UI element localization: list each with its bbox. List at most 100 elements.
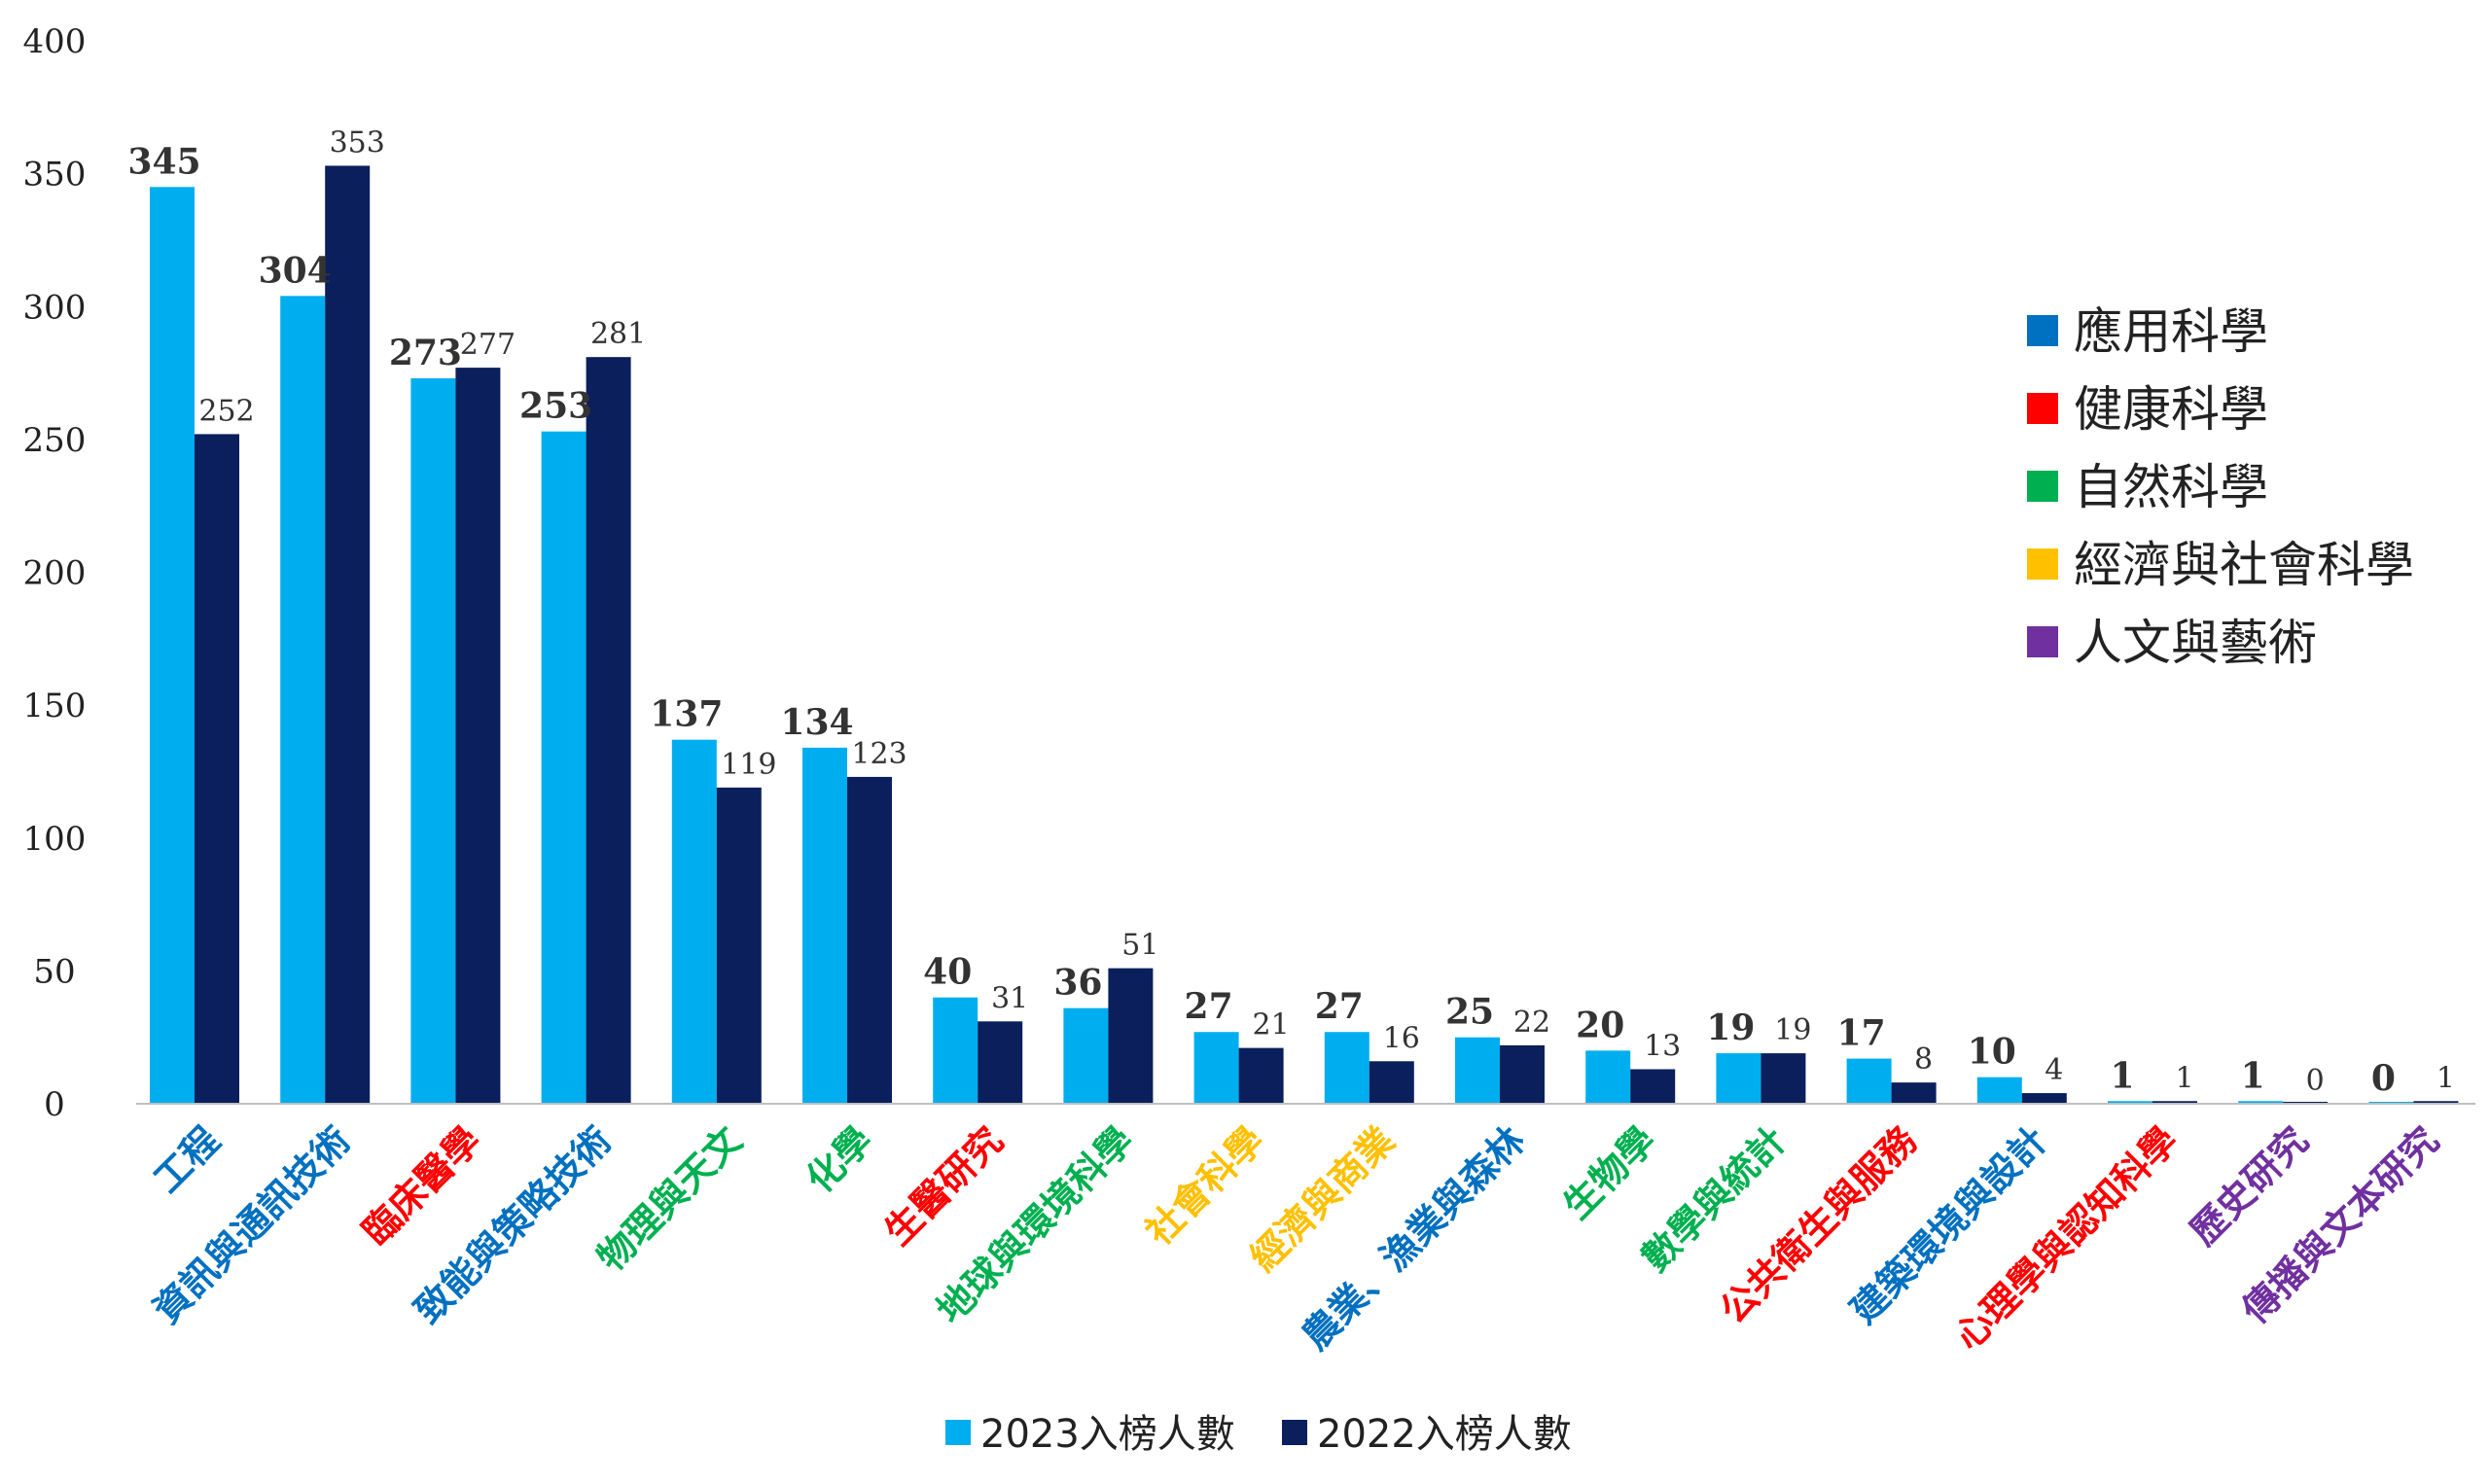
data-label-2022: 252 <box>198 394 254 428</box>
bar-2023 <box>280 296 326 1104</box>
field-legend-label: 應用科學 <box>2074 303 2268 360</box>
category-label: 生醫研究 <box>876 1118 1012 1254</box>
bar-2022 <box>325 165 371 1105</box>
bar-2023 <box>2108 1101 2152 1104</box>
bar-2023 <box>2238 1101 2284 1104</box>
bar-2022 <box>1500 1044 1545 1104</box>
category-label: 臨床醫學 <box>354 1118 489 1254</box>
data-label-2022: 0 <box>2306 1064 2325 1098</box>
data-label-2022: 13 <box>1644 1029 1681 1063</box>
category-label: 心理學與認知科學 <box>1946 1118 2186 1358</box>
data-label-2023: 273 <box>389 333 462 373</box>
field-legend-label: 自然科學 <box>2074 459 2268 515</box>
bar-2022 <box>1761 1053 1806 1104</box>
data-label-2023: 253 <box>519 386 592 427</box>
bars <box>150 165 2459 1105</box>
bar-2022 <box>2413 1101 2459 1104</box>
y-axis: 0 50 100 150 200 250 300 350 400 <box>23 22 87 1124</box>
data-label-2022: 281 <box>590 317 646 351</box>
field-legend-swatch <box>2027 471 2058 502</box>
data-label-2023: 36 <box>1053 963 1102 1004</box>
bar-2022 <box>1238 1047 1284 1104</box>
bar-2022 <box>1630 1069 1676 1104</box>
data-label-2023: 1 <box>2241 1055 2265 1096</box>
bar-2022 <box>716 787 762 1104</box>
field-legend-label: 健康科學 <box>2074 381 2268 438</box>
bar-2023 <box>1324 1032 1370 1104</box>
bar-2022 <box>586 357 631 1105</box>
bar-2023 <box>1585 1050 1631 1104</box>
field-legend-label: 經濟與社會科學 <box>2074 537 2414 593</box>
data-label-2023: 27 <box>1315 986 1364 1027</box>
bar-2022 <box>195 434 239 1104</box>
data-label-2023: 0 <box>2371 1058 2396 1099</box>
category-label: 歷史研究 <box>2182 1118 2317 1254</box>
data-label-2023: 25 <box>1445 992 1494 1033</box>
y-tick-label: 250 <box>23 421 87 460</box>
bar-2023 <box>933 997 978 1104</box>
data-label-2022: 123 <box>851 737 907 771</box>
series-legend-swatch <box>945 1420 971 1445</box>
y-tick-label: 150 <box>23 687 87 725</box>
data-label-2022: 8 <box>1914 1042 1933 1077</box>
data-label-2022: 353 <box>330 125 385 159</box>
series-legend-label: 2022入榜人數 <box>1317 1412 1572 1457</box>
bar-2023 <box>1846 1058 1892 1104</box>
data-label-2022: 51 <box>1121 929 1158 963</box>
data-label-2022: 22 <box>1513 1006 1550 1040</box>
data-label-2023: 137 <box>650 694 723 735</box>
y-tick-label: 350 <box>23 156 87 194</box>
data-label-2023: 10 <box>1968 1032 2016 1073</box>
category-label: 社會科學 <box>1137 1118 1272 1254</box>
data-label-2022: 119 <box>721 748 776 782</box>
y-tick-label: 100 <box>23 820 87 859</box>
bar-2023 <box>1193 1032 1239 1104</box>
data-label-2022: 31 <box>991 981 1028 1015</box>
bar-2022 <box>2152 1101 2197 1104</box>
data-label-2022: 21 <box>1253 1008 1290 1042</box>
data-label-2023: 40 <box>923 952 972 993</box>
bar-2023 <box>541 431 587 1104</box>
bar-2022 <box>2021 1093 2067 1104</box>
y-tick-label: 300 <box>23 288 87 327</box>
data-label-2023: 134 <box>780 702 853 743</box>
category-label: 工程 <box>146 1118 229 1201</box>
bar-2022 <box>1369 1061 1414 1104</box>
bar-2022 <box>847 776 892 1104</box>
y-tick-label: 200 <box>23 554 87 593</box>
bar-2023 <box>802 747 847 1104</box>
category-label: 農業、漁業與森林 <box>1294 1118 1533 1358</box>
data-label-2022: 19 <box>1774 1013 1811 1047</box>
bar-2023 <box>410 378 456 1105</box>
data-label-2023: 304 <box>259 250 332 291</box>
data-label-2023: 27 <box>1185 986 1233 1027</box>
field-legend-swatch <box>2027 393 2058 424</box>
bar-2023 <box>671 739 717 1104</box>
data-label-2023: 20 <box>1576 1005 1624 1045</box>
data-label-2022: 1 <box>2175 1061 2193 1095</box>
bar-2023 <box>1455 1037 1500 1104</box>
bar-2022 <box>1891 1082 1937 1104</box>
bar-2023 <box>1063 1007 1109 1104</box>
field-legend-label: 人文與藝術 <box>2074 615 2317 671</box>
y-tick-label: 50 <box>33 952 75 991</box>
bar-2023 <box>1976 1077 2022 1104</box>
data-label-2023: 345 <box>127 141 200 182</box>
data-label-2023: 17 <box>1837 1013 1886 1054</box>
category-label: 化學 <box>799 1118 881 1201</box>
data-label-2022: 16 <box>1383 1021 1420 1055</box>
category-label: 生物學 <box>1555 1118 1664 1227</box>
y-tick-label: 0 <box>44 1085 65 1124</box>
field-legend-swatch <box>2027 315 2058 346</box>
y-tick-label: 400 <box>23 22 87 61</box>
data-labels: 3452523043532732772532811371191341234031… <box>127 125 2455 1099</box>
bar-2022 <box>1108 968 1154 1104</box>
data-label-2022: 4 <box>2045 1053 2063 1087</box>
data-label-2023: 1 <box>2110 1055 2134 1096</box>
field-legend-swatch <box>2027 548 2058 580</box>
data-label-2023: 19 <box>1706 1007 1755 1048</box>
data-label-2022: 277 <box>460 328 516 362</box>
